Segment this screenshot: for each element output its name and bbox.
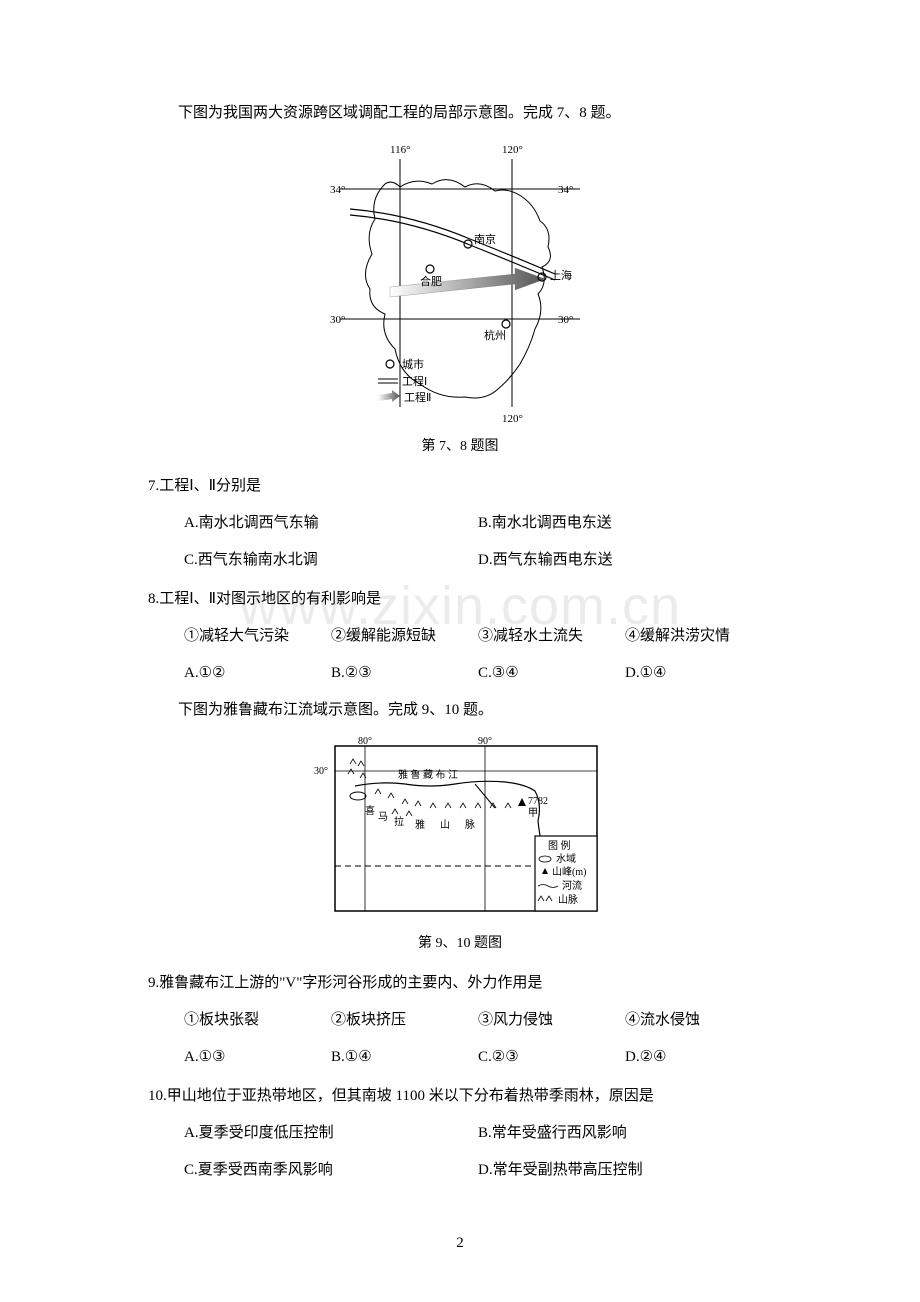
q7-c: C.西气东输南水北调: [184, 547, 478, 574]
figure1-caption: 第 7、8 题图: [148, 435, 772, 455]
peak-elev: 7782: [528, 796, 548, 807]
q9-a: A.①③: [184, 1044, 331, 1071]
q9-i1: ①板块张裂: [184, 1007, 331, 1034]
legend-peak: 山峰(m): [552, 866, 586, 878]
city-hangzhou: 杭州: [484, 328, 506, 342]
q8-stem: 8.工程Ⅰ、Ⅱ对图示地区的有利影响是: [148, 586, 772, 613]
q7-a: A.南水北调西气东输: [184, 510, 478, 537]
q8-c: C.③④: [478, 660, 625, 687]
q8-i4: ④缓解洪涝灾情: [625, 623, 772, 650]
q8-d: D.①④: [625, 660, 772, 687]
q8-i3: ③减轻水土流失: [478, 623, 625, 650]
lon-90: 90°: [478, 736, 492, 747]
block2-intro: 下图为雅鲁藏布江流域示意图。完成 9、10 题。: [148, 697, 772, 724]
legend-river: 河流: [562, 879, 582, 892]
page-number: 2: [456, 1235, 464, 1252]
legend-range: 山脉: [558, 893, 578, 906]
lat-top-right: 34°: [558, 184, 573, 196]
legend-proj1: 工程Ⅰ: [402, 375, 427, 388]
q8-i1: ①减轻大气污染: [184, 623, 331, 650]
q9-i3: ③风力侵蚀: [478, 1007, 625, 1034]
q9-b: B.①④: [331, 1044, 478, 1071]
figure2-caption: 第 9、10 题图: [148, 932, 772, 952]
city-shanghai: 上海: [550, 268, 572, 282]
lon-right-label: 120°: [502, 144, 523, 156]
q7-stem: 7.工程Ⅰ、Ⅱ分别是: [148, 473, 772, 500]
q9-d: D.②④: [625, 1044, 772, 1071]
figure-7-8: 116° 120° 120° 34° 34° 30° 30° 南京 合肥 上海 …: [148, 139, 772, 455]
svg-text:马: 马: [378, 811, 388, 823]
lat-bot-left: 30°: [330, 314, 345, 326]
q10-a: A.夏季受印度低压控制: [184, 1120, 478, 1147]
q7-d: D.西气东输西电东送: [478, 547, 772, 574]
figure-9-10: 80° 90° 30° 雅 鲁 藏 布 江 喜 马 拉 雅 山 脉: [148, 736, 772, 952]
q10-d: D.常年受副热带高压控制: [478, 1157, 772, 1184]
q8-i2: ②缓解能源短缺: [331, 623, 478, 650]
q10-c: C.夏季受西南季风影响: [184, 1157, 478, 1184]
svg-text:山: 山: [440, 819, 450, 831]
peak-label: 甲: [528, 808, 538, 819]
q9-stem: 9.雅鲁藏布江上游的"V"字形河谷形成的主要内、外力作用是: [148, 970, 772, 997]
q10-stem: 10.甲山地位于亚热带地区，但其南坡 1100 米以下分布着热带季雨林，原因是: [148, 1083, 772, 1110]
q8-a: A.①②: [184, 660, 331, 687]
block1-intro: 下图为我国两大资源跨区域调配工程的局部示意图。完成 7、8 题。: [148, 100, 772, 127]
river-name: 雅 鲁 藏 布 江: [398, 768, 458, 781]
lat-30: 30°: [314, 766, 328, 777]
svg-text:雅: 雅: [415, 818, 425, 831]
q7-b: B.南水北调西电东送: [478, 510, 772, 537]
svg-text:拉: 拉: [394, 815, 404, 828]
lon-right-bottom: 120°: [502, 413, 523, 425]
q9-i4: ④流水侵蚀: [625, 1007, 772, 1034]
city-hefei: 合肥: [420, 274, 442, 288]
svg-text:喜: 喜: [365, 804, 375, 817]
legend-title: 图 例: [548, 839, 571, 852]
city-nanjing: 南京: [474, 232, 496, 246]
q9-i2: ②板块挤压: [331, 1007, 478, 1034]
legend-water: 水域: [556, 852, 576, 865]
lat-bot-right: 30°: [558, 314, 573, 326]
q8-b: B.②③: [331, 660, 478, 687]
legend-city: 城市: [402, 357, 424, 371]
lat-top-left: 34°: [330, 184, 345, 196]
lon-80: 80°: [358, 736, 372, 747]
lon-left-label: 116°: [390, 144, 411, 156]
q9-c: C.②③: [478, 1044, 625, 1071]
svg-text:脉: 脉: [465, 818, 475, 831]
q10-b: B.常年受盛行西风影响: [478, 1120, 772, 1147]
legend-proj2: 工程Ⅱ: [404, 391, 431, 404]
